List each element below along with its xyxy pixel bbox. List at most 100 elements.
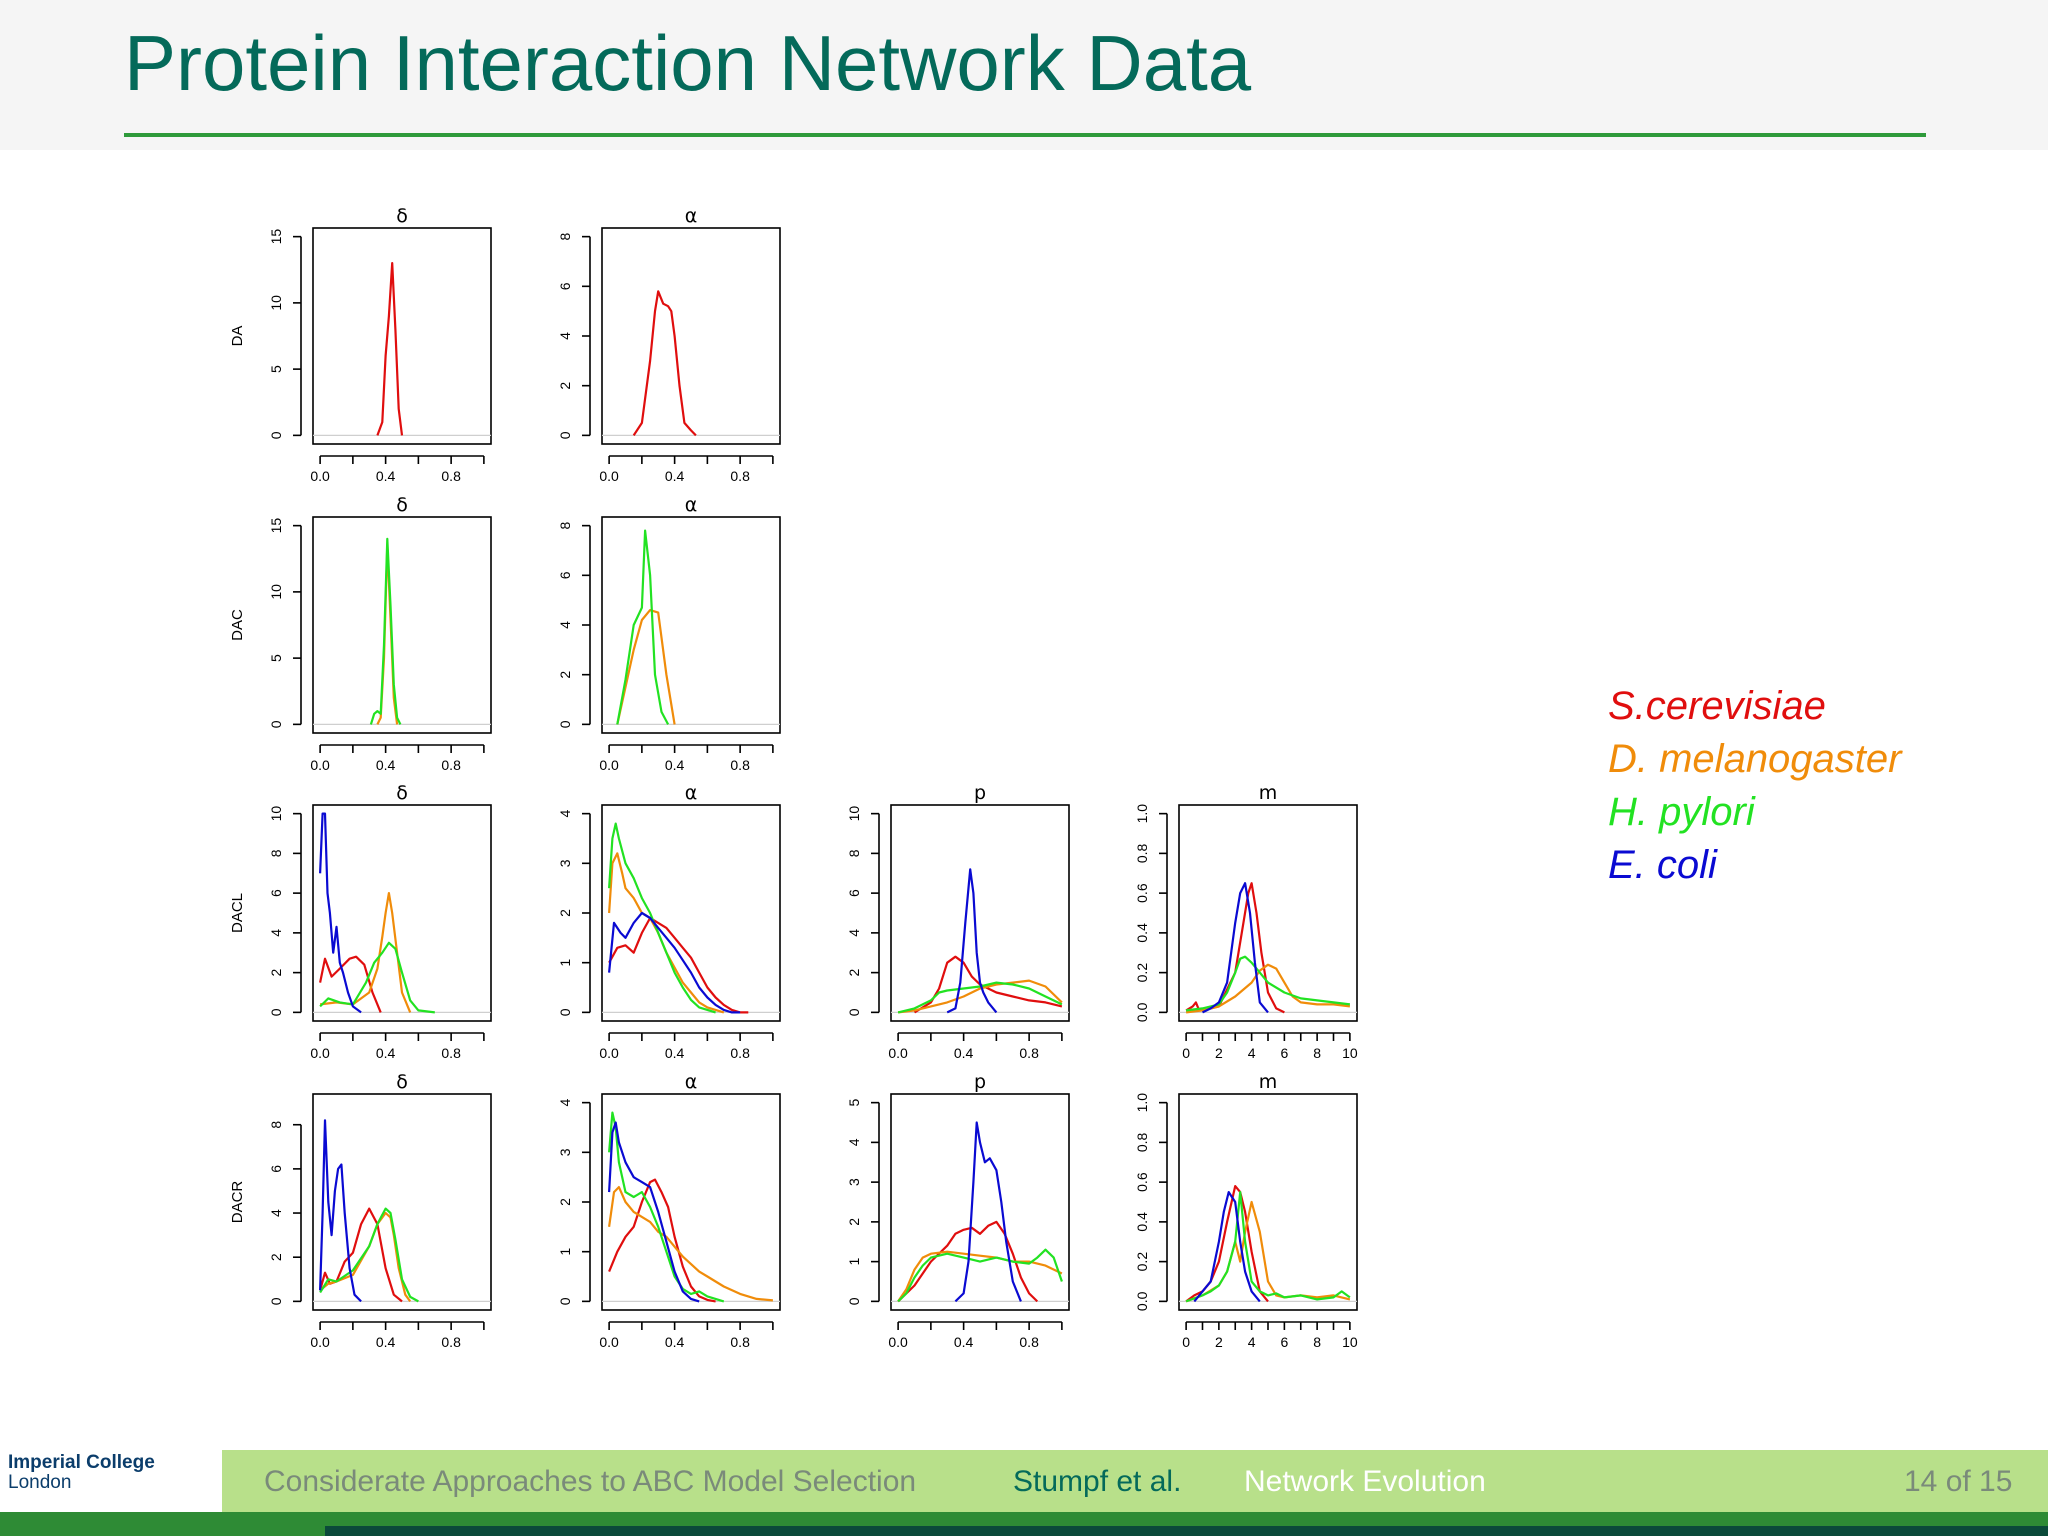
logo-line-2: London — [8, 1472, 72, 1493]
y-tick-label: 0 — [268, 1297, 284, 1305]
y-tick-label: 4 — [846, 1138, 862, 1146]
footer-talk-title: Considerate Approaches to ABC Model Sele… — [264, 1465, 917, 1498]
row-label-dac: DAC — [229, 609, 246, 641]
y-tick-label: 6 — [846, 889, 862, 897]
y-tick-label: 4 — [557, 810, 573, 818]
y-tick-label: 6 — [557, 282, 573, 290]
panel-frame — [312, 227, 492, 445]
x-tick-label: 0.4 — [665, 468, 685, 484]
x-tick-label: 0.0 — [310, 1334, 330, 1350]
x-tick-label: 4 — [1248, 1045, 1256, 1061]
density-curve-h-pylori — [616, 529, 670, 725]
y-tick-label: 3 — [846, 1178, 862, 1186]
y-tick-label: 6 — [268, 889, 284, 897]
density-curve-s-cerevisiae — [376, 262, 404, 436]
density-curve-e-coli — [608, 1121, 700, 1303]
x-tick-label: 0.8 — [730, 757, 750, 773]
density-curve-e-coli — [1202, 882, 1269, 1014]
y-tick-label: 0 — [557, 1297, 573, 1305]
density-curve-s-cerevisiae — [1185, 1184, 1269, 1303]
y-tick-label: 0 — [268, 1008, 284, 1016]
footer-bar: Considerate Approaches to ABC Model Sele… — [222, 1450, 2048, 1512]
slide-header: Protein Interaction Network Data — [0, 0, 2048, 150]
x-tick-label: 0.4 — [376, 757, 396, 773]
y-tick-label: 0.6 — [1134, 1172, 1150, 1192]
footer-section: Network Evolution — [1244, 1465, 1486, 1498]
panel-title: α — [685, 205, 698, 227]
x-tick-label: 0.8 — [1019, 1045, 1039, 1061]
y-tick-label: 8 — [557, 233, 573, 241]
panel-dacl-2: p 0.0 0.4 0.8 0 2 4 6 8 10 — [846, 782, 1070, 1061]
density-curve-h-pylori — [1185, 955, 1351, 1012]
x-tick-label: 0.4 — [376, 1045, 396, 1061]
x-tick-label: 0.8 — [441, 757, 461, 773]
y-tick-label: 2 — [557, 382, 573, 390]
x-tick-label: 0.0 — [310, 468, 330, 484]
x-tick-label: 6 — [1280, 1045, 1288, 1061]
legend-item-e-coli: E. coli — [1608, 843, 1717, 887]
density-curve-h-pylori — [897, 981, 1063, 1014]
y-tick-label: 0.2 — [1134, 1252, 1150, 1272]
x-tick-label: 0.4 — [665, 757, 685, 773]
x-tick-label: 0.0 — [888, 1045, 908, 1061]
density-curve-d-melanogaster — [1185, 1200, 1351, 1303]
panel-title: α — [685, 782, 698, 804]
legend-item-s-cerevisiae: S.cerevisiae — [1608, 684, 1826, 728]
x-tick-label: 6 — [1280, 1334, 1288, 1350]
panel-frame — [312, 804, 492, 1022]
y-tick-label: 1 — [846, 1258, 862, 1266]
y-tick-label: 0 — [557, 720, 573, 728]
y-tick-label: 0.0 — [1134, 1291, 1150, 1311]
panel-frame — [890, 804, 1070, 1022]
density-curve-d-melanogaster — [608, 852, 725, 1014]
x-tick-label: 0.4 — [376, 1334, 396, 1350]
panel-dacr-1: α 0.0 0.4 0.8 0 1 2 3 4 — [557, 1071, 781, 1350]
bottom-strip-accent — [325, 1526, 2048, 1536]
panel-frame — [1178, 1093, 1358, 1311]
y-tick-label: 15 — [268, 518, 284, 534]
y-tick-label: 2 — [557, 1198, 573, 1206]
x-tick-label: 0.4 — [376, 468, 396, 484]
density-curve-h-pylori — [897, 1248, 1063, 1303]
x-tick-label: 0.8 — [730, 1045, 750, 1061]
y-tick-label: 6 — [557, 571, 573, 579]
panel-title: α — [685, 494, 698, 516]
y-tick-label: 10 — [268, 584, 284, 600]
panel-title: m — [1259, 1071, 1278, 1093]
density-curve-e-coli — [319, 1119, 362, 1303]
x-tick-label: 0.0 — [599, 1045, 619, 1061]
density-curve-h-pylori — [319, 1207, 419, 1303]
legend-item-h-pylori: H. pylori — [1608, 790, 1755, 834]
y-tick-label: 4 — [557, 332, 573, 340]
y-tick-label: 8 — [268, 849, 284, 857]
y-tick-label: 0 — [557, 431, 573, 439]
y-tick-label: 5 — [268, 654, 284, 662]
panel-title: δ — [396, 205, 408, 227]
x-tick-label: 0.0 — [599, 757, 619, 773]
panel-title: δ — [396, 782, 408, 804]
panel-dac-1: α 0.0 0.4 0.8 0 2 4 6 8 — [557, 494, 781, 773]
species-legend: S.cerevisiae D. melanogaster H. pylori E… — [1608, 680, 1901, 892]
y-tick-label: 3 — [557, 859, 573, 867]
density-curve-s-cerevisiae — [608, 916, 749, 1014]
panel-title: p — [974, 1071, 986, 1093]
density-curve-h-pylori — [1185, 1190, 1351, 1303]
x-tick-label: 0.4 — [954, 1045, 974, 1061]
y-tick-label: 2 — [268, 969, 284, 977]
panel-dacl-0: δ 0.0 0.4 0.8 0 2 4 6 8 10 — [268, 782, 492, 1061]
x-tick-label: 8 — [1313, 1045, 1321, 1061]
density-curve-s-cerevisiae — [319, 1207, 403, 1303]
density-curve-e-coli — [608, 911, 741, 1014]
x-tick-label: 0 — [1182, 1045, 1190, 1061]
y-tick-label: 0.2 — [1134, 963, 1150, 983]
row-label-da: DA — [229, 326, 246, 347]
y-tick-label: 0.8 — [1134, 843, 1150, 863]
row-label-dacl: DACL — [229, 893, 246, 933]
y-tick-label: 0.8 — [1134, 1132, 1150, 1152]
x-tick-label: 0.8 — [441, 468, 461, 484]
x-tick-label: 0 — [1182, 1334, 1190, 1350]
y-tick-label: 6 — [268, 1165, 284, 1173]
y-tick-label: 8 — [557, 522, 573, 530]
y-tick-label: 2 — [268, 1253, 284, 1261]
